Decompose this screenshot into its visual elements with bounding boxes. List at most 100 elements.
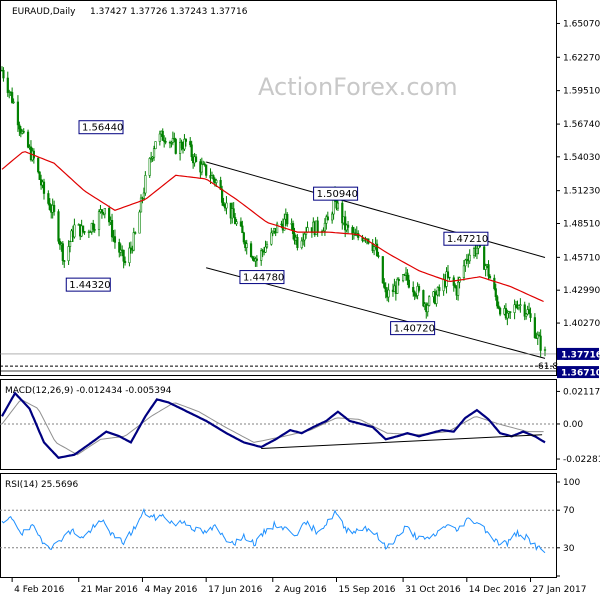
candle-body	[377, 255, 380, 257]
candle-body	[454, 285, 457, 288]
candle-body	[103, 208, 106, 215]
candle-body	[174, 139, 177, 154]
candle-body	[245, 243, 248, 248]
current-price-label: 1.37716	[561, 350, 600, 360]
candle-body	[37, 157, 40, 173]
candle-body	[220, 189, 224, 203]
candle-body	[493, 277, 496, 289]
rsi-y-tick-label: 70	[563, 506, 575, 516]
candle-body	[235, 221, 238, 225]
candle-body	[296, 237, 299, 248]
candle-body	[302, 239, 305, 242]
macd-panel	[0, 379, 557, 470]
candle-body	[151, 156, 154, 159]
candle-body	[173, 138, 176, 140]
candle-body	[128, 247, 131, 264]
x-tick-label: 14 Dec 2016	[469, 585, 527, 595]
candle-body	[158, 133, 161, 142]
price-y-tick-label: 1.56740	[563, 120, 600, 130]
candle-body	[225, 202, 228, 209]
chart-title: EURAUD,Daily	[12, 7, 76, 17]
candle-body	[276, 223, 279, 234]
price-callout-box	[78, 120, 124, 135]
candle-body	[538, 334, 541, 337]
candle-body	[200, 164, 203, 173]
candle-body	[519, 304, 522, 307]
candle-body	[464, 259, 467, 267]
candle-body	[506, 312, 509, 319]
candle-body	[242, 232, 245, 243]
rsi-layer: 100 70 30 RSI(14) 25.5696	[0, 478, 580, 577]
candle-body	[417, 286, 421, 291]
candle-body	[26, 131, 30, 148]
candle-body	[483, 246, 486, 270]
candle-body	[452, 277, 455, 286]
candle-body	[67, 246, 70, 262]
candle-body	[122, 249, 125, 262]
candle-body	[291, 223, 295, 234]
candle-body	[163, 140, 166, 142]
candle-body	[509, 311, 512, 313]
candle-body	[543, 349, 547, 351]
candle-body	[93, 229, 96, 231]
candle-body	[138, 211, 141, 234]
candle-body	[293, 233, 296, 241]
price-panel	[0, 0, 557, 376]
rsi-label: RSI(14) 25.5696	[5, 480, 78, 490]
candle-body	[513, 304, 516, 313]
price-y-tick-label: 1.62270	[563, 53, 600, 63]
price-callout-label: 1.50940	[317, 189, 358, 200]
candle-body	[300, 240, 303, 248]
price-y-tick-label: 1.51230	[563, 187, 600, 197]
candle-body	[523, 304, 526, 317]
candle-body	[484, 265, 487, 270]
candle-body	[438, 287, 441, 292]
candle-body	[48, 203, 51, 210]
candle-body	[16, 101, 20, 126]
candle-body	[6, 77, 9, 93]
macd-line	[1, 391, 546, 460]
x-tick-label: 4 Feb 2016	[14, 585, 65, 595]
candle-body	[234, 217, 237, 225]
candle-body	[260, 250, 263, 261]
rsi-y-tick-label: 100	[563, 478, 580, 488]
candle-body	[154, 141, 157, 150]
candle-body	[150, 158, 153, 160]
candle-body	[139, 197, 143, 213]
candle-body	[448, 276, 451, 279]
price-y-tick-label: 1.54030	[563, 153, 600, 163]
candle-body	[435, 294, 438, 304]
candle-body	[316, 220, 319, 233]
fib-label: 61.8	[538, 362, 558, 372]
candle-body	[381, 256, 384, 284]
candle-body	[183, 138, 186, 150]
candle-body	[83, 231, 86, 233]
candle-body	[457, 281, 460, 296]
candle-body	[539, 335, 542, 351]
candle-body	[108, 208, 111, 223]
candle-body	[118, 242, 121, 253]
price-callout-label: 1.44780	[243, 273, 284, 284]
candle-body	[89, 231, 92, 233]
candle-body	[63, 260, 66, 262]
candle-body	[436, 287, 439, 296]
candle-body	[222, 202, 225, 207]
candle-body	[249, 243, 253, 258]
candle-body	[148, 158, 151, 176]
x-tick-label: 4 May 2016	[144, 585, 197, 595]
candle-body	[184, 138, 187, 142]
candle-body	[401, 274, 405, 282]
price-y-tick-label: 1.65070	[563, 19, 600, 29]
price-callout-label: 1.56440	[82, 123, 123, 134]
candle-body	[397, 278, 400, 282]
candle-body	[407, 279, 410, 288]
candle-body	[341, 202, 344, 224]
candle-body	[375, 243, 379, 257]
candle-body	[499, 307, 502, 315]
price-y-tick-label: 1.48510	[563, 220, 600, 230]
price-callout-label: 1.47210	[447, 234, 488, 245]
x-axis: 4 Feb 2016 21 Mar 2016 4 May 2016 17 Jun 20…	[11, 577, 586, 595]
candle-body	[536, 334, 539, 339]
candle-body	[475, 247, 479, 255]
